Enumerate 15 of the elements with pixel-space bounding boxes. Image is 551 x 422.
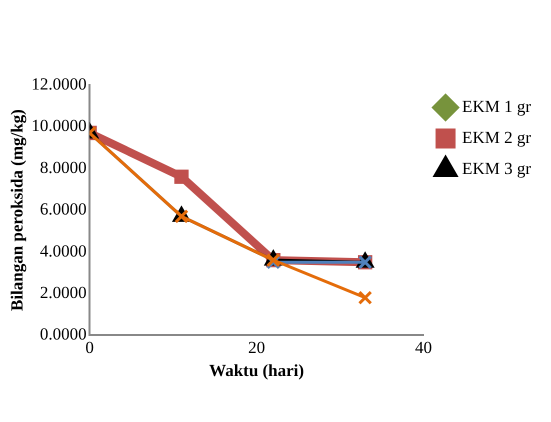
y-tick-label: 0.0000 [40, 324, 87, 344]
y-tick-label: 2.0000 [40, 282, 87, 302]
y-tick-label: 12.0000 [31, 74, 87, 94]
x-tick-label: 40 [415, 338, 432, 357]
legend-label: EKM 3 gr [462, 158, 532, 178]
legend-label: EKM 2 gr [462, 128, 532, 147]
y-axis-title: Bilangan peroksida (mg/kg) [8, 109, 27, 312]
y-tick-label: 10.0000 [31, 116, 87, 136]
x-tick-label: 0 [85, 338, 94, 357]
y-tick-label: 8.0000 [40, 158, 87, 177]
legend-label: EKM 1 gr [462, 96, 532, 116]
x-axis-title: Waktu (hari) [209, 361, 304, 380]
y-tick-label: 4.0000 [40, 241, 87, 260]
y-tick-label: 6.0000 [40, 200, 87, 219]
x-tick-label: 20 [248, 338, 266, 357]
